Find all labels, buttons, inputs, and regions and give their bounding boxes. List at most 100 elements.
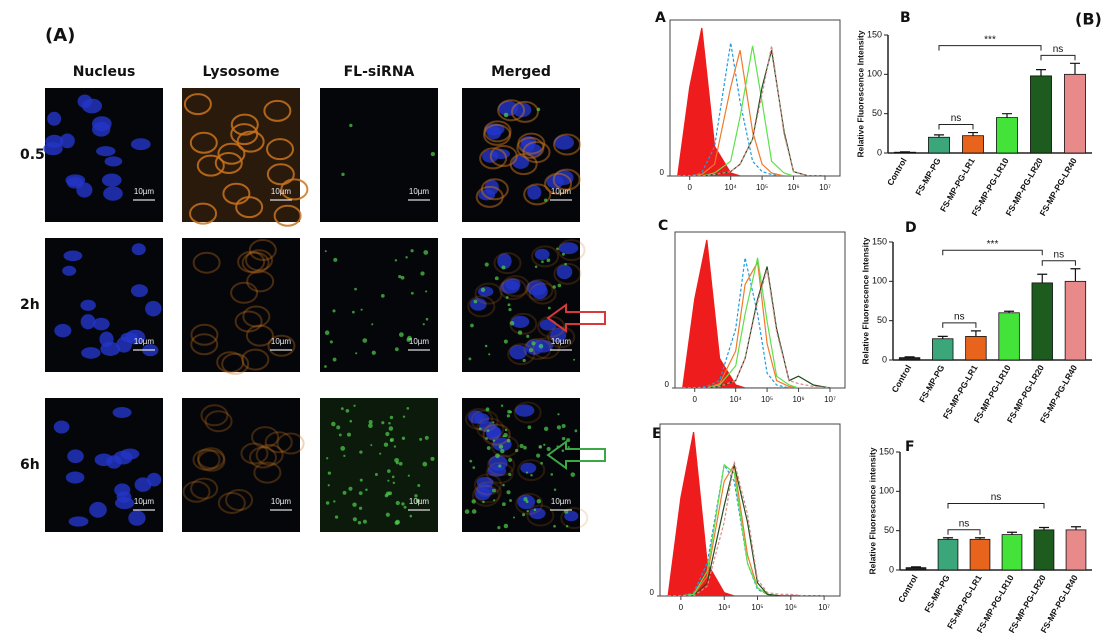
sirna-dot [332,357,337,362]
sirna-dot [349,123,353,128]
y-axis-label: Relative Fluorescence Intensity [860,237,870,364]
sirna-dot [329,340,333,344]
lysosome-stain [526,504,555,527]
y-axis-label: Relative Fluorescence Intensity [855,30,865,157]
histogram-curve [677,50,825,176]
sirna-dot [403,505,407,509]
y-tick-label: 0 [889,564,894,574]
sirna-dot [498,444,504,449]
significance-label: *** [987,239,999,250]
image-background [320,238,438,372]
scale-bar-label: 10µm [551,337,572,346]
sirna-dot [332,309,336,313]
x-tick-label: 10⁵ [756,183,768,192]
lysosome-stain [214,152,243,175]
lysosome-stain [183,93,212,116]
nucleus [468,410,484,424]
lysosome-stain [273,204,302,227]
error-bar [975,537,985,540]
error-bar [1070,62,1080,75]
sirna-dot [338,433,342,437]
sirna-dot [468,357,472,361]
row-label: 6h [20,457,40,473]
x-tick-label: 10⁴ [718,603,731,612]
sirna-dot [415,498,421,503]
sirna-dot [478,427,482,431]
micrograph: 10µm [462,88,582,222]
nucleus [112,407,132,418]
x-tick-label: 10⁴ [730,395,743,404]
nucleus [497,253,512,269]
lysosome-stain [234,310,263,333]
column-header: Nucleus [73,64,136,80]
sirna-dot [354,287,357,291]
sirna-dot [517,330,523,335]
sirna-dot [374,472,378,476]
sirna-dot [519,443,524,449]
nucleus [509,344,527,360]
scale-bar-label: 10µm [551,497,572,506]
bar [969,538,991,571]
nucleus [63,250,83,262]
lysosome-stain [517,459,546,482]
nucleus [529,507,546,520]
scale-bar-label: 10µm [409,187,430,196]
significance-bracket [938,45,1042,51]
bar [932,338,954,361]
sirna-dot [406,407,410,410]
sirna-dot [546,446,551,452]
x-tick-label: 10⁴ [725,183,738,192]
sirna-dot [355,352,358,355]
y-tick-label: 150 [879,446,894,456]
sirna-dot [485,437,488,440]
sirna-dot [327,471,332,475]
lysosome-stain [513,401,542,424]
significance-bracket [938,124,974,130]
sirna-dot [573,358,576,361]
error-bar [970,330,981,337]
sirna-dot [522,358,526,363]
sirna-dot [371,350,376,355]
sirna-dot [526,334,530,338]
lysosome-stain [255,443,284,466]
sirna-dot [430,456,435,461]
sirna-dot [515,448,519,453]
nucleus [47,111,62,126]
sirna-dot [570,472,576,477]
y-tick-label: 100 [867,69,882,79]
sirna-dot [543,443,546,446]
lysosome-stain [467,295,496,318]
sirna-dot [536,499,542,504]
sirna-dot [391,475,395,479]
x-tick-label: 10⁵ [751,603,763,612]
lysosome-stain [498,278,527,301]
lysosome-stain [230,281,259,304]
sirna-dot [486,446,491,450]
sirna-dot [358,491,363,496]
lysosome-stain [523,337,552,360]
sirna-dot [553,524,556,528]
y-tick-label: 100 [872,276,887,286]
histogram-curve [682,260,830,388]
sirna-dot [409,514,413,518]
red-arrow [546,303,606,333]
lysosome-stain [251,426,280,449]
row-label: 2h [20,297,40,313]
sirna-dot [370,444,373,447]
error-bar [1071,526,1081,530]
sirna-dot [464,509,470,514]
sirna-dot [504,428,508,432]
x-tick-label: 0 [692,395,697,404]
sirna-dot [401,502,405,506]
bar [1030,75,1052,154]
lysosome-stain [230,113,259,136]
error-bar [1039,526,1049,530]
lysosome-stain [235,196,264,219]
scale-bar-label: 10µm [134,187,155,196]
bar [996,117,1018,154]
lysosome-stain [217,142,246,165]
sirna-dot [380,294,385,298]
sirna-dot [430,152,435,157]
scale-bar-label: 10µm [134,497,155,506]
sirna-dot [539,446,542,449]
